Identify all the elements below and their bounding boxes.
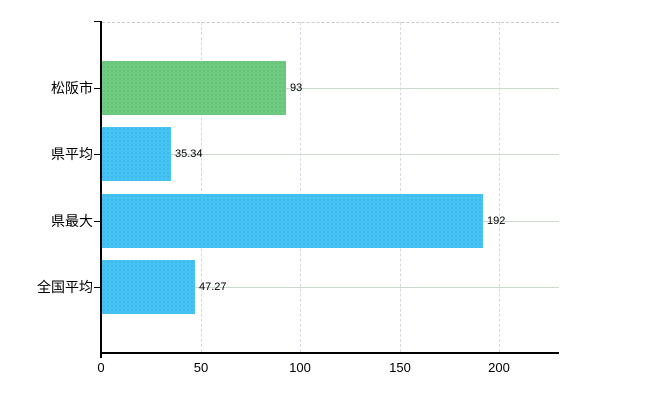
bar-value-label: 93 bbox=[290, 82, 303, 94]
x-tick-label: 0 bbox=[97, 360, 105, 375]
horizontal-gridline bbox=[102, 154, 559, 155]
vertical-gridline bbox=[400, 22, 401, 352]
bar-value-label: 47.27 bbox=[199, 281, 227, 293]
y-axis-top-tick bbox=[94, 21, 101, 22]
x-tick-label: 150 bbox=[389, 360, 411, 375]
category-label: 松阪市 bbox=[51, 80, 93, 96]
category-tick bbox=[94, 154, 101, 155]
bar-value-label: 192 bbox=[487, 215, 506, 227]
y-axis-line bbox=[100, 21, 102, 358]
x-axis-line bbox=[100, 352, 559, 354]
category-tick bbox=[94, 287, 101, 288]
vertical-gridline bbox=[300, 22, 301, 352]
vertical-gridline bbox=[499, 22, 500, 352]
vertical-gridline bbox=[201, 22, 202, 352]
plot-top-border bbox=[102, 22, 559, 23]
bar bbox=[102, 127, 171, 181]
horizontal-gridline bbox=[102, 287, 559, 288]
bar-value-label: 35.34 bbox=[175, 148, 203, 160]
bar bbox=[102, 260, 195, 314]
category-tick bbox=[94, 88, 101, 89]
category-tick bbox=[94, 221, 101, 222]
x-tick-label: 50 bbox=[193, 360, 209, 375]
category-label: 県平均 bbox=[51, 146, 93, 162]
category-label: 全国平均 bbox=[37, 279, 93, 295]
bar bbox=[102, 194, 483, 248]
x-tick-label: 100 bbox=[289, 360, 311, 375]
horizontal-gridline bbox=[102, 88, 559, 89]
category-label: 県最大 bbox=[51, 213, 93, 229]
bar bbox=[102, 61, 286, 115]
x-tick-label: 200 bbox=[488, 360, 510, 375]
